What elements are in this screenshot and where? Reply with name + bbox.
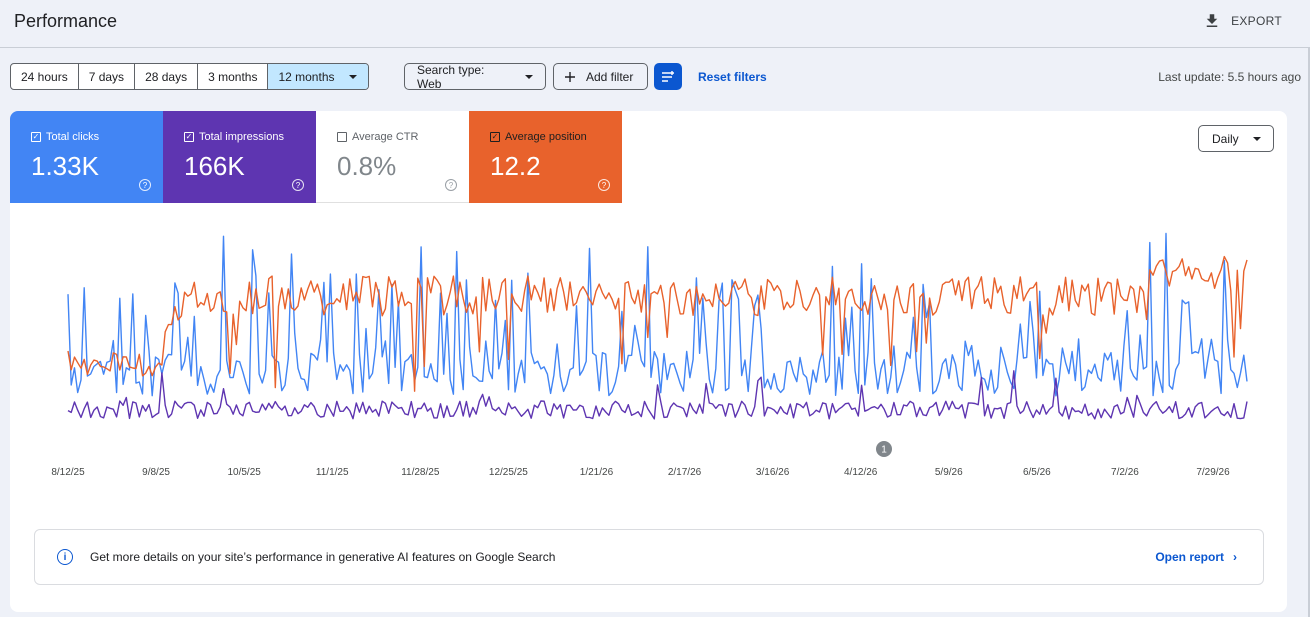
metric-label: Total clicks (46, 131, 100, 143)
annotation-marker[interactable] (876, 441, 892, 457)
x-tick-label: 6/5/26 (1023, 467, 1051, 478)
checkbox-checked-icon[interactable]: ✓ (31, 132, 41, 142)
metric-label: Average position (505, 131, 587, 143)
x-tick-label: 2/17/26 (668, 467, 702, 478)
export-button[interactable]: EXPORT (1203, 12, 1282, 30)
metric-average-ctr[interactable]: Average CTR 0.8% ? (316, 111, 469, 203)
metric-total-clicks[interactable]: ✓ Total clicks 1.33K ? (10, 111, 163, 203)
search-type-label: Search type: Web (417, 62, 485, 91)
banner-text: Get more details on your site’s performa… (90, 550, 556, 564)
last-update-text: Last update: 5.5 hours ago (1158, 70, 1301, 84)
ai-features-banner: i Get more details on your site’s perfor… (34, 529, 1264, 585)
range-28-days[interactable]: 28 days (135, 64, 199, 89)
metric-value: 0.8% (337, 151, 397, 181)
metric-label: Total impressions (199, 131, 284, 143)
chevron-right-icon: › (1233, 550, 1237, 564)
open-report-label: Open report (1155, 550, 1224, 564)
metric-value: 12.2 (490, 151, 541, 181)
date-range-selector: 24 hours 7 days 28 days 3 months 12 mont… (10, 63, 370, 90)
range-24-hours[interactable]: 24 hours (11, 64, 79, 89)
checkbox-checked-icon[interactable]: ✓ (184, 132, 194, 142)
search-type-dropdown[interactable]: Search type: Web (404, 62, 546, 91)
help-icon[interactable]: ? (139, 179, 151, 191)
x-tick-label: 3/16/26 (756, 467, 790, 478)
checkbox-unchecked-icon[interactable] (337, 132, 347, 142)
x-tick-label: 5/9/26 (935, 467, 963, 478)
top-bar: Performance EXPORT (0, 0, 1310, 48)
open-report-link[interactable]: Open report › (1155, 550, 1237, 564)
range-12-months-label: 12 months (278, 69, 335, 84)
granularity-dropdown[interactable]: Daily (1198, 125, 1274, 152)
x-tick-label: 4/12/26 (844, 467, 878, 478)
plus-icon (565, 71, 575, 82)
clicks-series-line (67, 232, 1248, 397)
x-tick-label: 11/1/25 (316, 467, 349, 478)
help-icon[interactable]: ? (598, 179, 610, 191)
export-label: EXPORT (1231, 14, 1282, 28)
range-7-days[interactable]: 7 days (79, 64, 136, 89)
chevron-down-icon (1252, 136, 1261, 141)
scrollbar-track[interactable] (1308, 48, 1310, 617)
performance-card: ✓ Total clicks 1.33K ? ✓ Total impressions… (10, 111, 1287, 612)
impressions-series-line (67, 370, 1248, 420)
performance-line-chart[interactable]: 1 8/12/25 9/8/25 10/5/25 11/1/25 11/28/25 12/2… (10, 211, 1287, 501)
add-filter-label: Add filter (586, 69, 634, 84)
reset-filters-link[interactable]: Reset filters (698, 70, 767, 84)
metric-value: 1.33K (31, 151, 99, 181)
granularity-label: Daily (1212, 131, 1239, 146)
x-tick-label: 12/25/25 (489, 467, 528, 478)
x-tick-label: 7/29/26 (1196, 467, 1230, 478)
x-tick-label: 1/21/26 (580, 467, 614, 478)
download-icon (1206, 14, 1218, 27)
metric-value: 166K (184, 151, 245, 181)
checkbox-checked-icon[interactable]: ✓ (490, 132, 500, 142)
metric-average-position[interactable]: ✓ Average position 12.2 ? (469, 111, 622, 203)
position-series-line (67, 255, 1248, 392)
metric-label: Average CTR (352, 131, 419, 143)
info-icon: i (57, 549, 73, 565)
filter-list-icon (662, 70, 674, 82)
metric-label-row: ✓ Total impressions (184, 131, 284, 143)
x-tick-label: 10/5/25 (227, 467, 261, 478)
add-filter-button[interactable]: Add filter (553, 63, 648, 90)
metric-label-row: ✓ Total clicks (31, 131, 99, 143)
annotation-marker-label: 1 (881, 445, 887, 456)
metric-label-row: ✓ Average position (490, 131, 587, 143)
help-icon[interactable]: ? (292, 179, 304, 191)
x-tick-label: 9/8/25 (142, 467, 170, 478)
chevron-down-icon (525, 74, 533, 79)
page-title: Performance (14, 11, 118, 31)
chevron-down-icon (348, 74, 357, 79)
metric-label-row: Average CTR (337, 131, 418, 143)
filter-settings-button[interactable] (654, 63, 682, 90)
range-3-months[interactable]: 3 months (198, 64, 269, 89)
x-tick-label: 11/28/25 (401, 467, 440, 478)
range-12-months[interactable]: 12 months (268, 64, 369, 89)
x-tick-label: 8/12/25 (51, 467, 85, 478)
metric-total-impressions[interactable]: ✓ Total impressions 166K ? (163, 111, 316, 203)
help-icon[interactable]: ? (445, 179, 457, 191)
x-tick-label: 7/2/26 (1111, 467, 1139, 478)
